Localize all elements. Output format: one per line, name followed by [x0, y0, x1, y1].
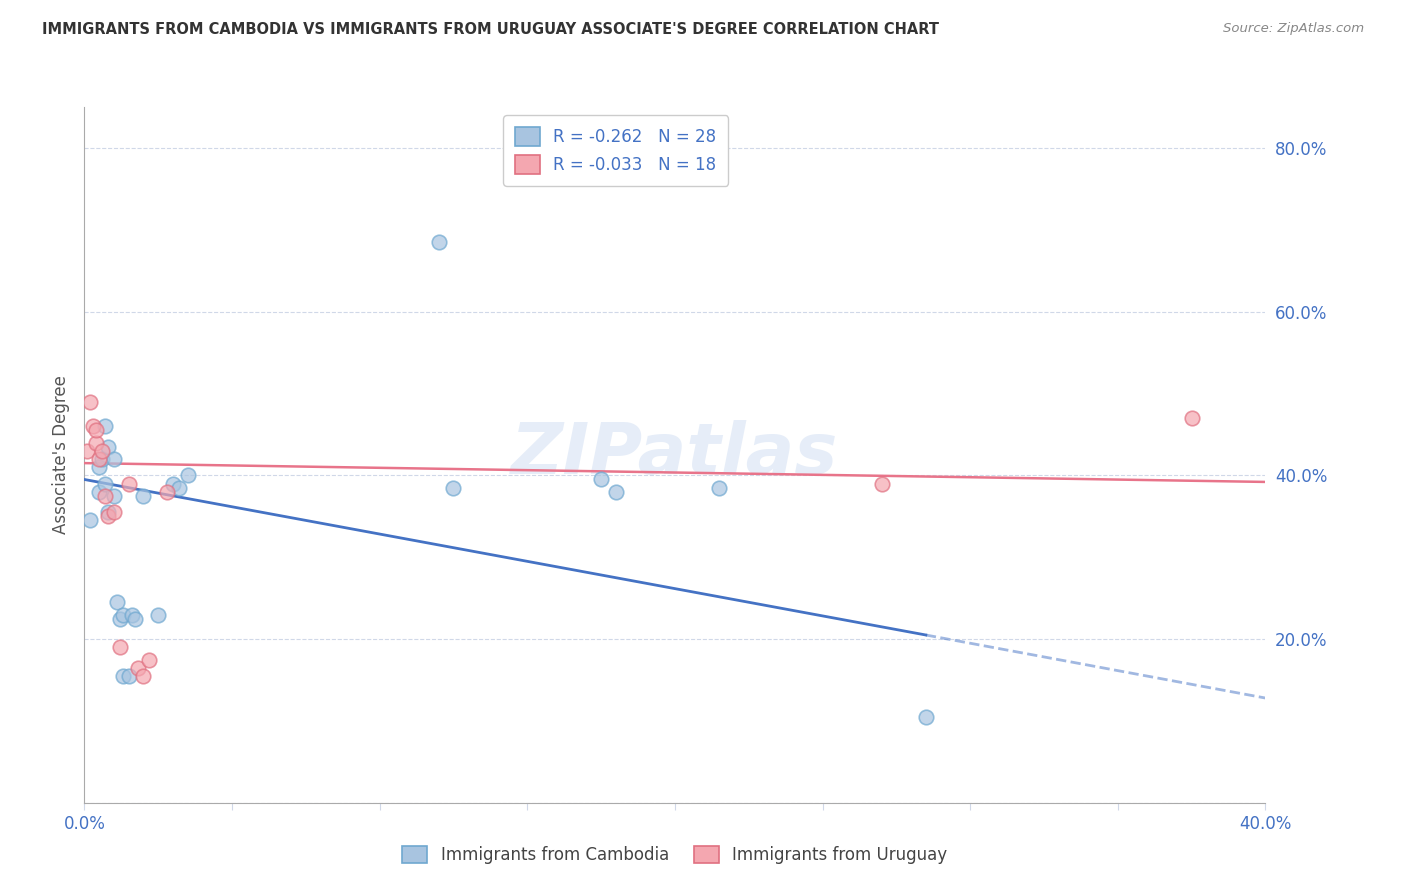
Point [87, 460, 111, 475]
Point [91, 452, 114, 467]
Point [79, 394, 101, 409]
Point [118, 476, 141, 491]
Point [914, 710, 936, 724]
Text: IMMIGRANTS FROM CAMBODIA VS IMMIGRANTS FROM URUGUAY ASSOCIATE'S DEGREE CORRELATI: IMMIGRANTS FROM CAMBODIA VS IMMIGRANTS F… [42, 22, 939, 37]
Point [111, 607, 134, 622]
Point [103, 489, 125, 503]
Point [167, 481, 190, 495]
Point [591, 473, 613, 487]
Point [79, 513, 101, 527]
Text: Source: ZipAtlas.com: Source: ZipAtlas.com [1223, 22, 1364, 36]
Point [91, 443, 114, 458]
Point [97, 509, 120, 524]
Point [87, 452, 111, 467]
Point [97, 440, 120, 454]
Point [97, 505, 120, 519]
Point [132, 489, 155, 503]
Point [138, 652, 160, 666]
Point [118, 669, 141, 683]
Point [148, 607, 170, 622]
Point [105, 595, 128, 609]
Point [1180, 411, 1202, 425]
Y-axis label: Associate's Degree: Associate's Degree [52, 376, 70, 534]
Point [177, 468, 200, 483]
Point [124, 612, 146, 626]
Point [82, 419, 104, 434]
Point [132, 669, 155, 683]
Point [605, 484, 627, 499]
Point [427, 235, 450, 249]
Point [76, 443, 98, 458]
Point [84, 435, 107, 450]
Point [94, 419, 117, 434]
Legend: Immigrants from Cambodia, Immigrants from Uruguay: Immigrants from Cambodia, Immigrants fro… [395, 839, 955, 871]
Point [108, 640, 131, 655]
Point [84, 423, 107, 437]
Point [108, 612, 131, 626]
Text: ZIPatlas: ZIPatlas [512, 420, 838, 490]
Point [94, 476, 117, 491]
Point [870, 476, 893, 491]
Point [87, 484, 111, 499]
Point [94, 489, 117, 503]
Point [103, 505, 125, 519]
Point [111, 669, 134, 683]
Point [162, 476, 184, 491]
Point [103, 452, 125, 467]
Point [156, 484, 179, 499]
Point [127, 661, 149, 675]
Point [121, 607, 143, 622]
Point [709, 481, 731, 495]
Point [441, 481, 464, 495]
